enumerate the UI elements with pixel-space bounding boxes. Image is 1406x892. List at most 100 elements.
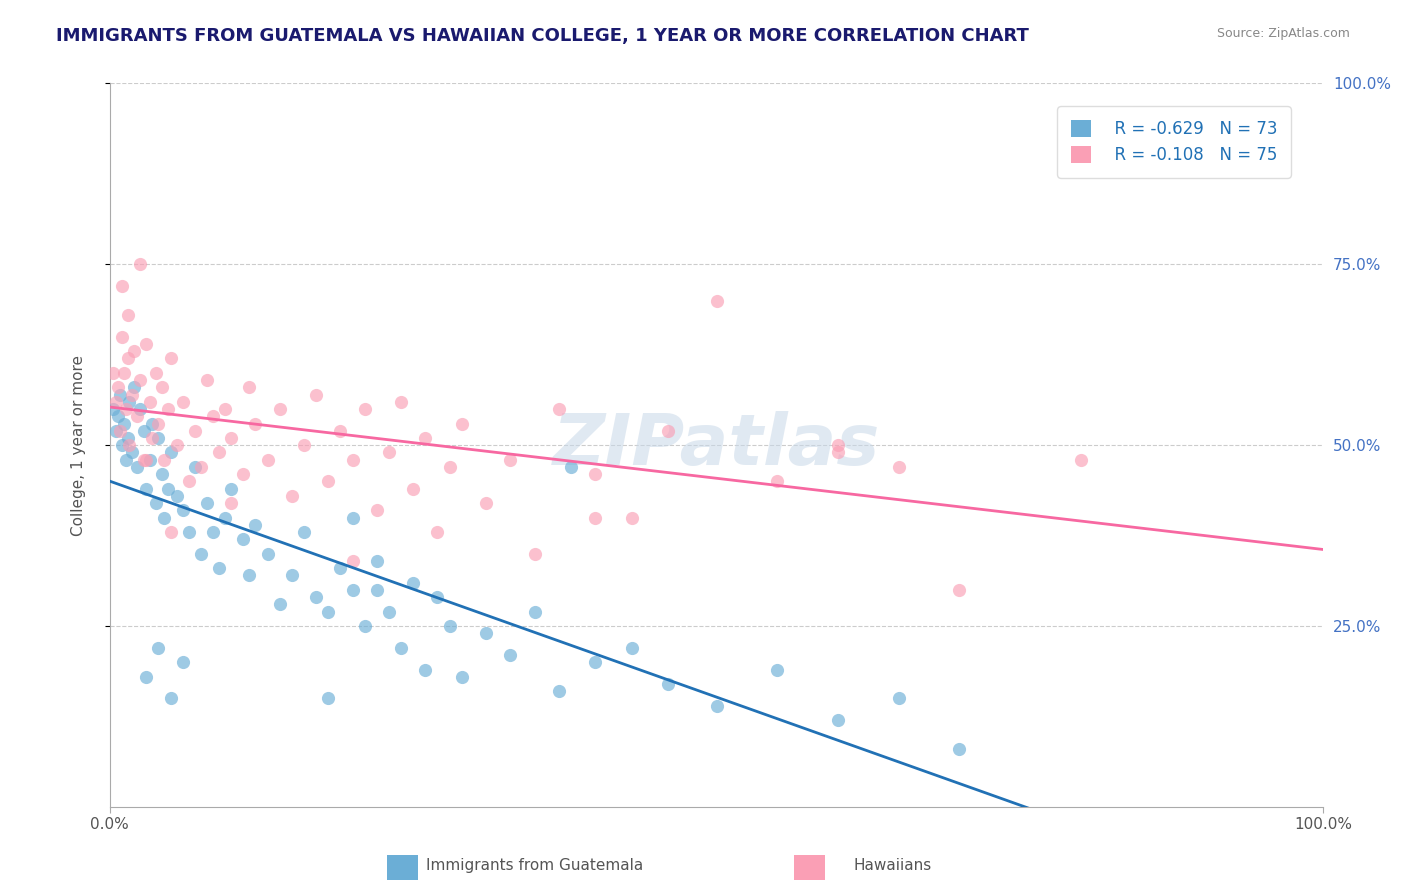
Point — [159, 445, 181, 459]
Point — [157, 402, 180, 417]
Point — [107, 409, 129, 424]
Point — [583, 467, 606, 482]
Point — [148, 417, 170, 431]
Point — [316, 605, 339, 619]
Point — [583, 510, 606, 524]
Point — [153, 510, 176, 524]
Point — [190, 459, 212, 474]
Point — [121, 445, 143, 459]
Point — [292, 438, 315, 452]
Point — [208, 445, 231, 459]
Point — [135, 452, 157, 467]
Point — [184, 459, 207, 474]
Point — [159, 351, 181, 366]
Point — [366, 554, 388, 568]
Point — [103, 402, 125, 417]
Point — [475, 626, 498, 640]
Point — [827, 438, 849, 452]
Point — [305, 590, 328, 604]
Point — [475, 496, 498, 510]
Point — [238, 568, 260, 582]
Point — [827, 713, 849, 727]
Point — [547, 684, 569, 698]
Legend:   R = -0.629   N = 73,   R = -0.108   N = 75: R = -0.629 N = 73, R = -0.108 N = 75 — [1057, 106, 1291, 178]
Point — [342, 452, 364, 467]
Point — [172, 394, 194, 409]
Point — [129, 373, 152, 387]
Point — [305, 387, 328, 401]
Point — [342, 582, 364, 597]
Point — [415, 431, 437, 445]
Point — [104, 424, 127, 438]
Point — [948, 582, 970, 597]
Point — [114, 402, 136, 417]
Point — [402, 575, 425, 590]
Point — [145, 496, 167, 510]
Point — [415, 663, 437, 677]
Point — [150, 467, 173, 482]
Point — [887, 459, 910, 474]
Point — [329, 561, 352, 575]
Point — [292, 524, 315, 539]
Point — [117, 431, 139, 445]
Point — [766, 475, 789, 489]
Point — [145, 366, 167, 380]
Point — [112, 366, 135, 380]
Point — [378, 605, 401, 619]
Point — [353, 619, 375, 633]
Point — [172, 655, 194, 669]
Point — [172, 503, 194, 517]
Point — [342, 510, 364, 524]
Point — [141, 417, 163, 431]
Point — [135, 337, 157, 351]
Point — [1070, 452, 1092, 467]
Point — [177, 524, 200, 539]
Point — [706, 293, 728, 308]
Point — [389, 394, 412, 409]
Point — [450, 417, 472, 431]
Point — [523, 605, 546, 619]
Text: ZIPatlas: ZIPatlas — [553, 410, 880, 480]
Point — [184, 424, 207, 438]
Point — [316, 691, 339, 706]
Point — [108, 424, 131, 438]
Point — [135, 482, 157, 496]
Point — [141, 431, 163, 445]
Point — [426, 590, 449, 604]
Point — [269, 598, 291, 612]
Point — [111, 329, 134, 343]
Point — [238, 380, 260, 394]
Point — [219, 496, 242, 510]
Point — [107, 380, 129, 394]
Point — [125, 459, 148, 474]
Point — [426, 524, 449, 539]
Point — [111, 438, 134, 452]
Point — [108, 387, 131, 401]
Point — [166, 489, 188, 503]
Point — [201, 524, 224, 539]
Point — [583, 655, 606, 669]
Point — [121, 387, 143, 401]
Point — [256, 452, 278, 467]
Text: Source: ZipAtlas.com: Source: ZipAtlas.com — [1216, 27, 1350, 40]
Point — [450, 670, 472, 684]
Point — [657, 424, 679, 438]
Point — [177, 475, 200, 489]
Point — [281, 568, 304, 582]
Point — [159, 524, 181, 539]
Point — [139, 394, 162, 409]
Point — [195, 373, 218, 387]
Point — [499, 452, 522, 467]
Point — [159, 691, 181, 706]
Point — [195, 496, 218, 510]
Point — [153, 452, 176, 467]
Point — [118, 438, 141, 452]
Point — [118, 394, 141, 409]
Text: Hawaiians: Hawaiians — [853, 858, 932, 872]
Y-axis label: College, 1 year or more: College, 1 year or more — [72, 355, 86, 536]
Point — [125, 409, 148, 424]
Point — [232, 467, 254, 482]
Point — [245, 517, 267, 532]
Point — [214, 402, 236, 417]
Point — [766, 663, 789, 677]
